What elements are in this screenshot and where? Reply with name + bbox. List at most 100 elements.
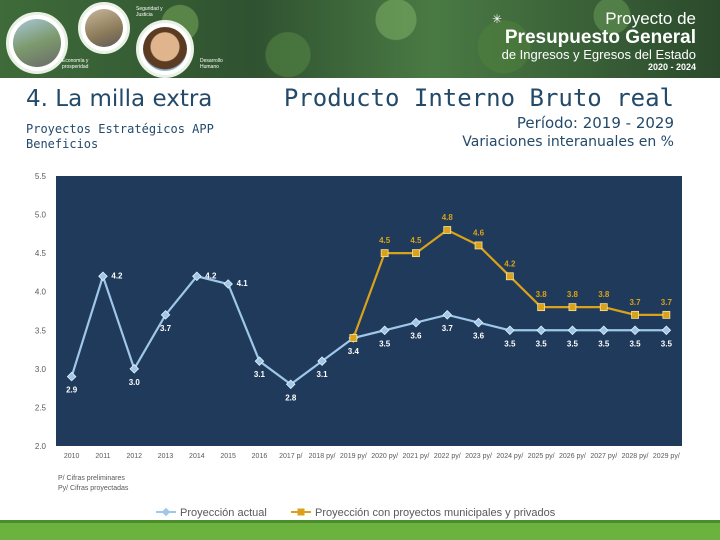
gdp-chart: 2.02.53.03.54.04.55.05.5 2010 2011 2012 201… [35,172,682,519]
gear-icon: ✳ [491,12,502,26]
data-point [98,271,108,282]
x-tick-label: 2012 [126,453,142,460]
data-label: 3.5 [504,339,516,348]
y-tick-label: 5.0 [35,211,47,220]
data-point [411,317,421,328]
x-tick-label: 2026 py/ [559,453,586,460]
data-point [537,303,546,312]
y-tick-label: 3.0 [35,365,47,374]
data-point [129,364,140,374]
x-tick-label: 2015 [220,453,236,460]
data-point [379,325,390,336]
footer-bar-line [0,520,720,523]
y-axis-ticks: 2.0 2.5 3.0 3.5 4.0 4.5 5.0 5.5 [35,172,47,451]
data-point [505,272,514,281]
brand-line-1: Proyecto de [605,9,696,28]
data-point [349,334,358,342]
data-point [474,241,483,250]
data-point [631,310,639,319]
data-label: 3.6 [410,332,422,341]
x-tick-label: 2017 p/ [279,453,302,460]
data-label: 3.7 [661,298,673,307]
brand-block: Proyecto de Presupuesto General de Ingre… [456,10,696,73]
data-point [192,271,202,282]
brand-line-3: de Ingresos y Egresos del Estado [501,47,696,62]
plot-background [56,176,682,446]
legend-label-actual: Proyección actual [180,507,267,519]
data-label: 3.7 [160,324,172,333]
header-banner: Seguridad y Justicia Economía y prosperi… [0,0,720,78]
data-label: 4.5 [379,236,391,245]
data-point [285,379,296,390]
data-point [599,303,608,312]
data-label: 4.2 [111,271,123,280]
x-tick-label: 2013 [158,453,174,460]
brand-line-4: 2020 - 2024 [647,62,696,72]
data-point [160,310,171,320]
data-point [443,226,452,234]
footnotes: P/ Cifras preliminares Py/ Cifras proyect… [58,475,129,492]
y-tick-label: 2.0 [35,442,47,451]
data-point [598,325,609,336]
data-label: 3.5 [567,339,579,348]
x-tick-label: 2018 py/ [309,453,336,460]
data-label: 4.1 [237,279,249,288]
data-point [317,356,327,366]
x-tick-label: 2027 py/ [590,453,617,460]
security-photo [78,2,130,54]
data-label: 3.5 [379,339,391,348]
data-point [661,325,672,336]
economy-tag: Economía y prosperidad [62,58,89,70]
footer-bar [0,520,720,540]
chart-title: Producto Interno Bruto real [283,84,674,112]
data-label: 3.0 [129,378,141,387]
series-line-0 [70,272,667,386]
data-point [254,356,265,366]
subtitle-line-1: Proyectos Estratégicos APP [26,122,214,136]
data-label: 3.5 [661,339,673,348]
data-label: 2.9 [66,386,78,395]
data-point [412,249,420,258]
data-label: 3.8 [598,290,610,299]
data-point [662,310,671,319]
data-point [568,303,577,312]
data-label: 4.8 [442,213,454,222]
data-label: 3.7 [629,298,641,307]
subtitle-block: Proyectos Estratégicos APP Beneficios [26,122,214,152]
data-label: 3.8 [567,290,579,299]
data-point [567,325,578,336]
x-tick-label: 2024 py/ [496,453,523,460]
x-tick-label: 2020 py/ [371,453,398,460]
data-label: 2.8 [285,393,297,402]
data-point [505,325,515,336]
data-label: 3.1 [316,370,328,379]
legend-marker-actual [161,507,171,517]
data-label: 4.2 [504,259,516,268]
data-label: 3.1 [254,370,266,379]
data-point [473,317,484,328]
variation-label: Variaciones interanuales en % [462,134,674,150]
x-tick-label: 2011 [95,453,110,460]
economy-photo [6,12,68,74]
x-tick-label: 2023 py/ [465,453,492,460]
x-tick-label: 2028 py/ [622,453,649,460]
security-tag: Seguridad y Justicia [136,6,163,18]
data-label: 3.5 [536,339,548,348]
data-label: 4.5 [410,236,422,245]
data-label: 3.8 [536,290,548,299]
data-point [442,310,453,320]
x-tick-label: 2022 py/ [434,453,461,460]
x-tick-label: 2019 py/ [340,453,367,460]
footnote: Py/ Cifras proyectadas [58,485,129,492]
data-point [380,249,389,258]
data-labels-layer: 2.9 4.2 3.0 3.7 4.2 4.1 3.1 2.8 3.1 3.4 3.5 3.6 3.7 3… [66,213,672,402]
subtitle-line-2: Beneficios [26,137,99,151]
y-tick-label: 2.5 [35,403,47,412]
data-label: 4.6 [473,228,485,237]
x-tick-label: 2016 [252,453,268,460]
x-tick-label: 2010 [64,453,80,460]
human-dev-photo [136,20,194,78]
data-point [536,325,546,336]
x-tick-label: 2014 [189,453,205,460]
y-tick-label: 4.0 [35,288,47,297]
